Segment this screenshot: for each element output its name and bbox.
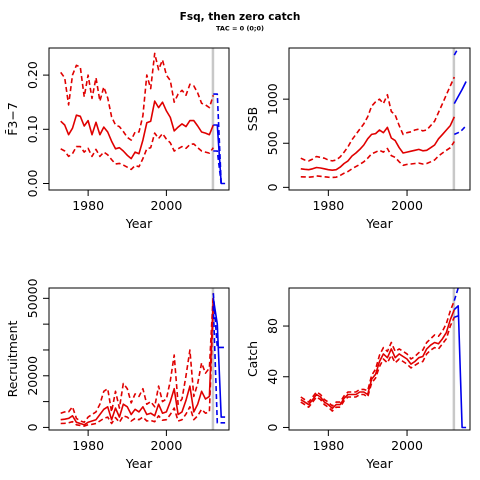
x-axis-label: Year [125, 216, 153, 231]
x-tick-label: 1980 [72, 438, 104, 453]
series-line-history-lower [60, 306, 215, 427]
y-axis-label: Recruitment [5, 321, 20, 398]
plot-frame [288, 287, 471, 431]
series-line-history-upper [60, 293, 215, 424]
series-line-history-upper [60, 52, 215, 141]
plot-frame [288, 47, 471, 191]
series-line-projection-lower [212, 306, 226, 424]
figure-title: Fsq, then zero catch [180, 11, 301, 23]
y-tick-label: 0.00 [25, 170, 40, 198]
x-tick-label: 1980 [312, 438, 344, 453]
y-tick-label: 80 [265, 318, 280, 334]
series-line-history-upper [300, 76, 456, 162]
series-line-history-upper [300, 300, 456, 407]
y-tick-label: 20000 [25, 356, 40, 396]
plot-frame [48, 287, 230, 431]
x-axis-label: Year [365, 216, 393, 231]
plot-frame [48, 47, 230, 191]
y-tick-label: 500 [265, 131, 280, 155]
x-tick-label: 1980 [72, 198, 104, 213]
y-tick-label: 0 [25, 423, 40, 431]
y-axis-label: SSB [245, 107, 260, 131]
y-tick-label: 40 [265, 369, 280, 385]
series-line-projection-median [453, 81, 467, 104]
figure-subtitle: TAC = 0 (0;0) [216, 25, 264, 33]
catch-panel: 1980 2000 0 40 80 Year Catch [245, 287, 471, 471]
series-line-history-lower [300, 316, 456, 412]
ssb-panel: 1980 2000 0 500 1000 Year SSB [245, 47, 471, 231]
series-line-history-lower [60, 132, 214, 171]
fbar-panel: 1980 2000 0.00 0.10 0.20 Year F̄3−7 [5, 47, 230, 231]
series-line-history-median [300, 309, 456, 410]
series-group [60, 293, 226, 427]
series-line-history-median [60, 100, 215, 160]
series-line-history-lower [300, 141, 455, 179]
series-group [300, 47, 467, 179]
y-tick-label: 0.10 [25, 115, 40, 143]
x-tick-label: 2000 [150, 438, 182, 453]
x-tick-label: 1980 [312, 198, 344, 213]
series-line-projection-lower [213, 150, 222, 184]
x-tick-label: 2000 [391, 438, 423, 453]
series-line-projection-median [453, 304, 467, 429]
y-axis-label: Catch [245, 341, 260, 377]
series-line-projection-upper [212, 293, 226, 349]
y-tick-label: 0 [265, 423, 280, 431]
y-tick-label: 1000 [265, 83, 280, 115]
y-tick-label: 50000 [25, 278, 40, 318]
series-line-projection-upper [213, 93, 222, 184]
y-tick-label: 0 [265, 183, 280, 191]
series-group [300, 287, 467, 429]
series-line-projection-upper [453, 287, 459, 301]
x-axis-label: Year [125, 456, 153, 471]
series-line-projection-upper [453, 47, 459, 56]
series-line-history-median [300, 116, 456, 171]
series-line-projection-lower [454, 315, 459, 318]
series-group [60, 52, 226, 185]
series-line-projection-lower [453, 125, 467, 136]
y-tick-label: 0.20 [25, 61, 40, 89]
series-line-history-median [60, 298, 215, 426]
x-tick-label: 2000 [391, 198, 423, 213]
x-tick-label: 2000 [150, 198, 182, 213]
x-axis-label: Year [365, 456, 393, 471]
y-axis-label: F̄3−7 [5, 102, 20, 136]
